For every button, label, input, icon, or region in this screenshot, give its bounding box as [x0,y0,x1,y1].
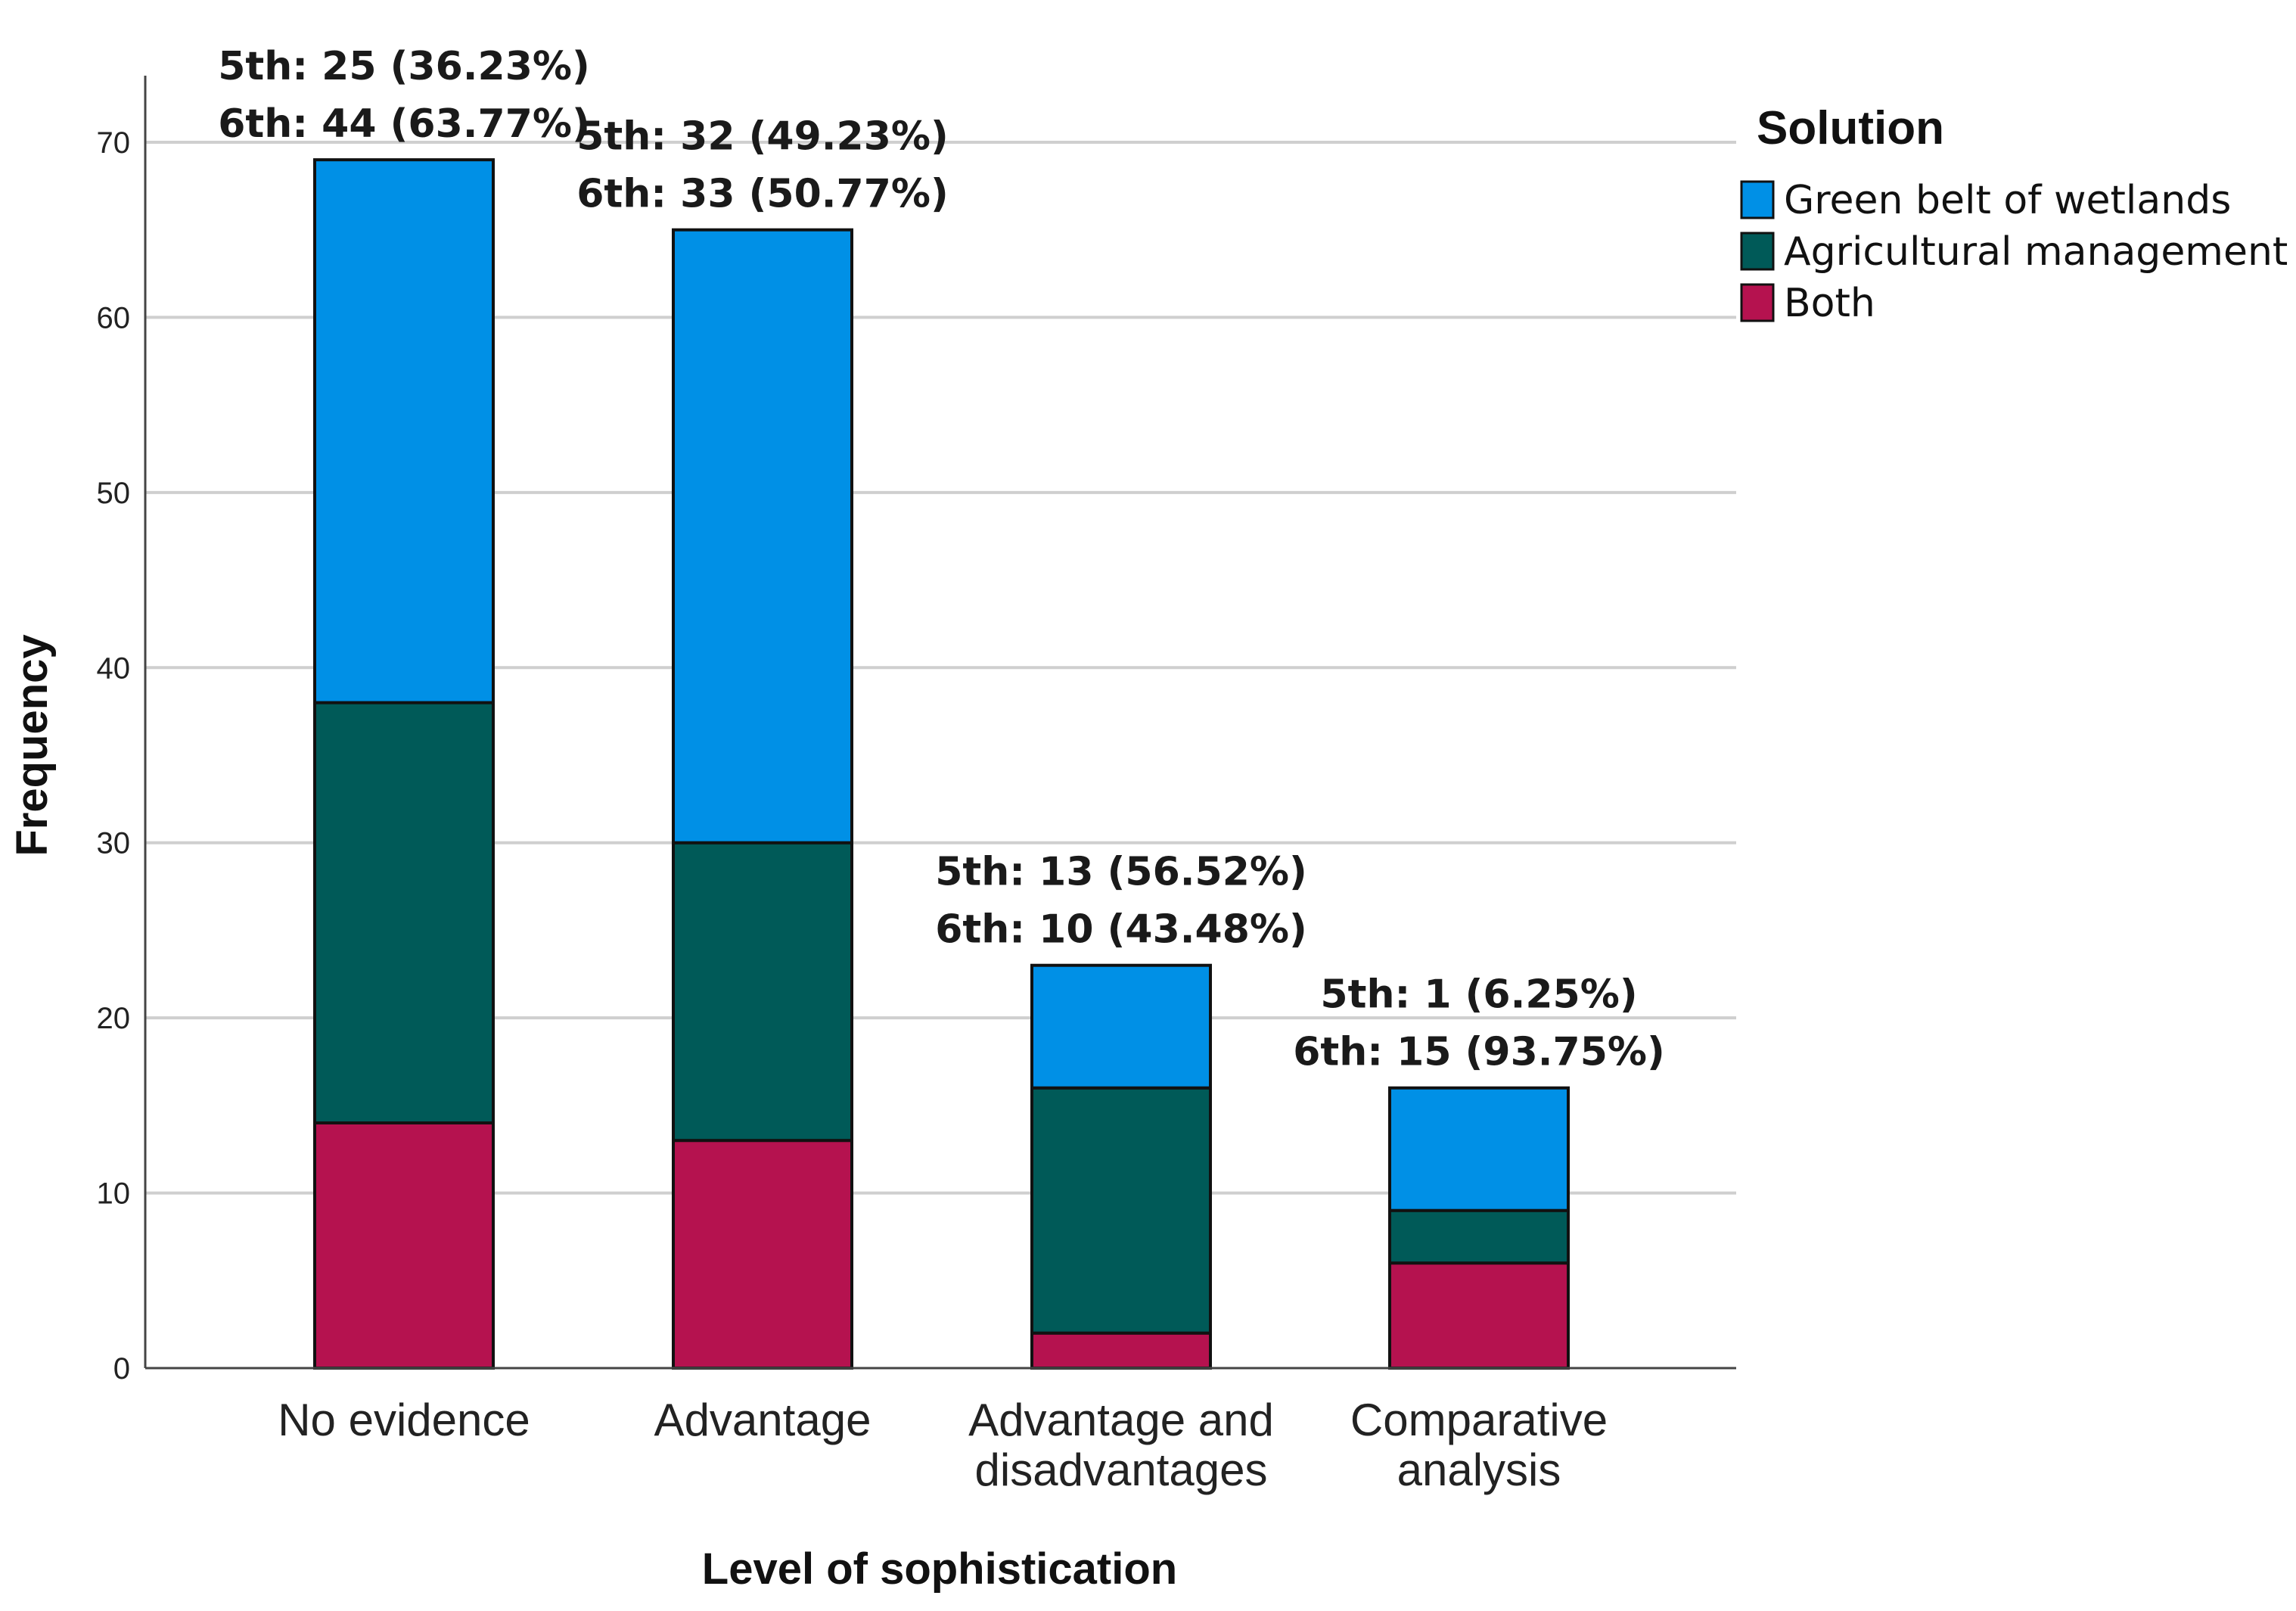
x-tick-label: Advantage and [968,1395,1274,1445]
bar-annotation: 5th: 25 (36.23%) [218,44,590,89]
y-tick-label: 40 [97,652,131,685]
legend-title: Solution [1757,102,1944,154]
legend-label: Agricultural management [1784,229,2288,275]
bar-annotation: 6th: 33 (50.77%) [576,172,949,217]
bar-segment-both [313,1121,495,1370]
bar-annotation: 6th: 10 (43.48%) [935,907,1307,953]
bar-segment-green-belt-of-wetlands [313,158,495,704]
y-tick-labels: 0 10 20 30 40 50 60 70 [97,126,131,1386]
x-tick-labels: No evidence Advantage Advantage anddisadva… [278,1395,1608,1495]
legend-swatch-both [1740,283,1775,322]
y-tick-label: 20 [97,1002,131,1035]
legend: Solution Green belt of wetlands Agricultu… [1740,102,2288,326]
y-tick-label: 60 [97,301,131,334]
y-axis-title: Frequency [8,634,57,856]
bar-annotations: 5th: 25 (36.23%) 6th: 44 (63.77%)5th: 32 … [218,44,1665,1075]
bar-annotation: 6th: 44 (63.77%) [218,101,590,147]
bar-annotation: 6th: 15 (93.75%) [1293,1030,1665,1075]
bar-segment-agricultural-management [672,841,853,1143]
legend-items: Green belt of wetlands Agricultural manag… [1740,178,2288,326]
bar-segment-green-belt-of-wetlands [1030,963,1212,1090]
legend-label: Green belt of wetlands [1784,178,2231,223]
bar-segment-both [672,1139,853,1370]
y-tick-label: 70 [97,126,131,160]
bar-annotation: 5th: 1 (6.25%) [1320,972,1637,1018]
axes [144,76,1736,1370]
y-tick-label: 30 [97,827,131,860]
bar-segment-both [1388,1261,1570,1370]
x-tick-label: No evidence [278,1395,530,1445]
legend-swatch-green-belt-of-wetlands [1740,180,1775,219]
x-axis-title: Level of sophistication [702,1544,1177,1594]
bar-segment-agricultural-management [313,701,495,1124]
bar-segment-agricultural-management [1030,1086,1212,1335]
y-tick-label: 0 [113,1352,130,1386]
x-tick-label: analysis [1397,1445,1561,1495]
x-tick-label: Advantage [654,1395,871,1445]
x-tick-label: disadvantages [975,1445,1268,1495]
bar-segment-green-belt-of-wetlands [672,228,853,844]
y-tick-label: 10 [97,1177,131,1211]
bar-segment-agricultural-management [1388,1208,1570,1265]
bar-segment-both [1030,1331,1212,1370]
bar-segment-green-belt-of-wetlands [1388,1086,1570,1212]
x-tick-label: Comparative [1350,1395,1608,1445]
bars [313,158,1570,1370]
bar-annotation: 5th: 13 (56.52%) [935,850,1307,895]
bar-annotation: 5th: 32 (49.23%) [576,114,949,160]
legend-label: Both [1784,281,1875,326]
y-tick-label: 50 [97,477,131,510]
legend-swatch-agricultural-management [1740,232,1775,271]
